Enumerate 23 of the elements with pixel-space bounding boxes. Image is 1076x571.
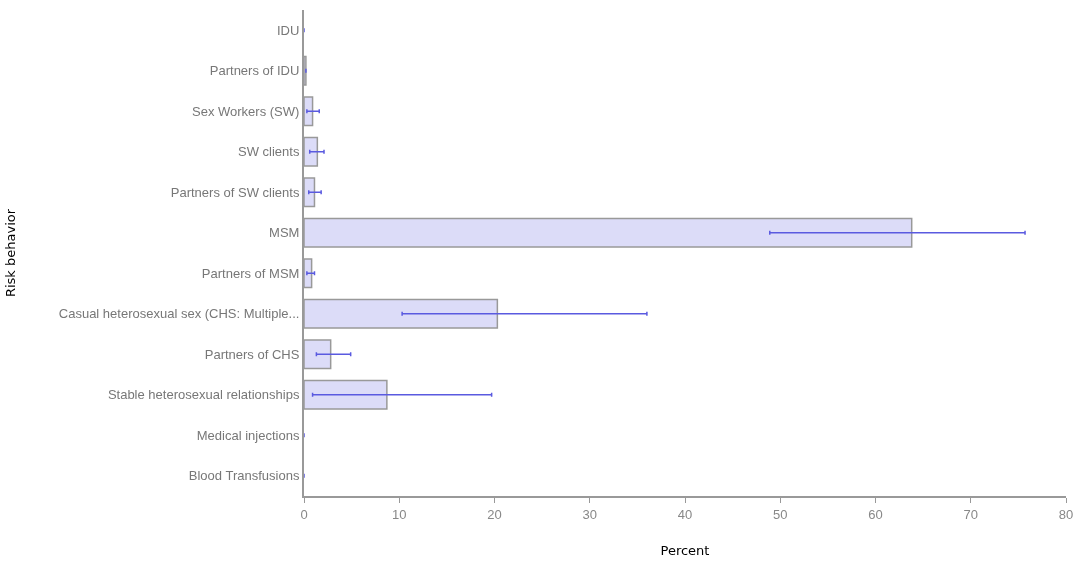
- x-tick-label: 10: [392, 506, 407, 522]
- x-axis-title: Percent: [660, 542, 710, 558]
- x-tick-label: 0: [300, 506, 308, 522]
- x-tick-label: 70: [963, 506, 978, 522]
- x-tick-label: 80: [1058, 506, 1074, 522]
- y-axis-title: Risk behavior: [3, 208, 19, 298]
- y-tick-label: Casual heterosexual sex (CHS: Multiple...: [58, 306, 300, 322]
- x-tick-label: 40: [677, 506, 693, 522]
- y-tick-label: Sex Workers (SW): [192, 103, 300, 119]
- y-tick-label: Partners of MSM: [201, 265, 300, 281]
- y-tick-label: Partners of CHS: [204, 346, 300, 362]
- y-tick-label: Medical injections: [196, 427, 300, 443]
- x-tick-label: 50: [773, 506, 788, 522]
- x-tick-label: 30: [582, 506, 597, 522]
- y-tick-label: Partners of IDU: [209, 63, 300, 79]
- y-tick-label: Stable heterosexual relationships: [107, 387, 300, 403]
- y-tick-label: Blood Transfusions: [188, 468, 300, 484]
- y-tick-label: IDU: [277, 22, 300, 38]
- y-tick-label: SW clients: [237, 144, 300, 160]
- y-tick-label: MSM: [269, 225, 300, 241]
- y-tick-label: Partners of SW clients: [170, 184, 300, 200]
- x-tick-label: 60: [868, 506, 883, 522]
- x-tick-label: 20: [487, 506, 502, 522]
